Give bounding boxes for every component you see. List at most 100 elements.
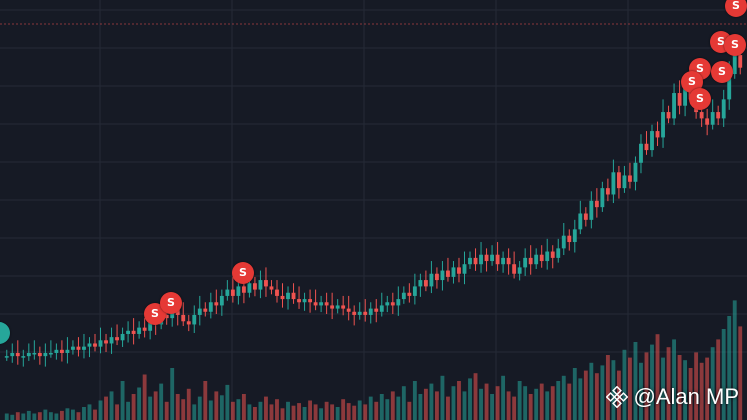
candle [385,302,390,306]
volume-bar [341,399,346,420]
volume-bar [98,400,103,420]
volume-bar [567,383,572,420]
candle [65,349,70,353]
candle [528,257,533,265]
candle [230,289,235,296]
candle [324,302,329,306]
candle [655,131,660,138]
volume-bar [622,349,627,420]
volume-bar [385,399,390,420]
volume-bar [429,383,434,420]
sell-marker[interactable]: S [232,262,254,284]
volume-bar [727,316,732,420]
volume-bar [286,401,290,420]
volume-bar [473,373,478,420]
volume-bar [666,347,671,420]
volume-bar [65,408,70,420]
candle [517,267,522,274]
candle [43,352,48,357]
volume-bar [241,394,246,420]
volume-bar [175,394,180,420]
volume-bar [523,386,528,420]
volume-bar [142,374,147,420]
candle [236,286,241,296]
candle [291,292,296,300]
sell-marker[interactable]: S [724,34,746,56]
volume-bar [594,373,599,420]
candle [76,346,81,350]
volume-bar [203,381,208,420]
candle [434,273,439,281]
volume-bar [506,391,511,420]
volume-bar [374,401,379,420]
volume-bar [10,414,15,420]
volume-bar [126,401,131,420]
volume-bar [583,370,588,420]
candle [605,188,610,195]
candle [468,257,472,265]
candle [545,251,550,262]
volume-bar [37,412,42,420]
candle [462,264,467,274]
candle [644,143,649,151]
volume-bar [208,400,213,420]
volume-bar [556,381,561,420]
candle [264,280,268,287]
volume-bar [407,401,412,420]
volume-bar [313,404,318,420]
volume-bar [589,362,594,420]
sell-marker[interactable]: S [725,0,747,17]
buy-marker[interactable] [0,322,10,344]
candle [197,308,202,315]
candle [203,308,208,312]
candle [297,299,301,303]
volume-bar [379,394,384,420]
volume-bar [495,386,500,420]
volume-bar [219,395,224,420]
volume-bar [710,347,715,420]
candle [341,305,346,309]
candle [109,337,114,344]
volume-bar [48,412,53,420]
candle [407,292,412,296]
candle [423,280,428,287]
candle [616,172,621,189]
volume-bar [247,404,252,420]
volume-bar [153,391,158,420]
volume-bar [639,362,643,420]
sell-marker[interactable]: S [160,292,182,314]
candle [401,292,406,300]
volume-bar [214,391,219,420]
candle [269,286,274,290]
volume-bar [181,399,186,420]
candle [120,333,125,341]
volume-bar [230,401,235,420]
candle [10,352,15,357]
volume-bar [87,404,92,420]
candle [302,299,307,303]
candle [280,295,285,300]
candle [374,308,379,312]
sell-marker[interactable]: S [681,71,703,93]
candle [115,337,119,341]
volume-bar [319,408,324,420]
volume-bar [550,386,555,420]
sell-marker[interactable]: S [711,61,733,83]
candle [501,257,506,265]
candle [346,308,351,312]
volume-bar [423,388,428,420]
volume-bar [302,407,307,420]
sell-marker[interactable]: S [689,88,711,110]
volume-bar [236,399,241,420]
candle [512,264,517,274]
candle [98,340,103,347]
candle [219,295,224,306]
candle [275,289,279,296]
candle [484,254,489,262]
candle [418,280,423,287]
volume-bar [512,396,517,420]
candle [379,305,384,312]
